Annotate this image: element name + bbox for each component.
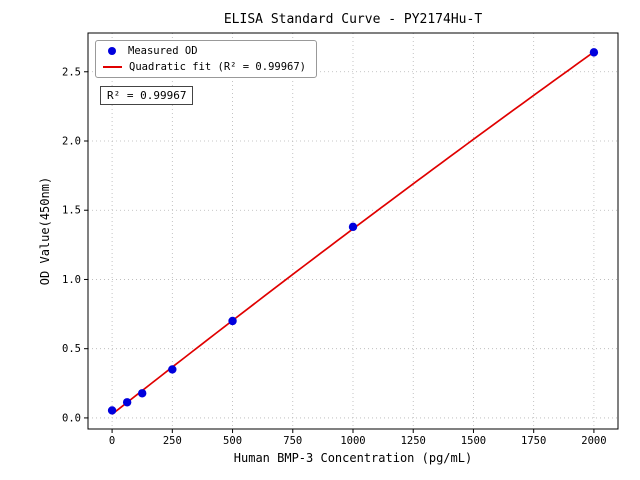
x-tick-label: 1500 (461, 435, 486, 447)
y-tick-label: 2.0 (62, 136, 81, 148)
data-point (589, 48, 599, 57)
x-axis-label: Human BMP-3 Concentration (pg/mL) (233, 451, 473, 465)
legend-entry-quadratic-fit: Quadratic fit (R² = 0.99967) (103, 61, 306, 73)
y-tick-label: 2.5 (62, 66, 81, 78)
r-squared-annotation: R² = 0.99967 (100, 86, 194, 105)
chart-title: ELISA Standard Curve - PY2174Hu-T (223, 12, 483, 27)
data-point (168, 365, 177, 374)
y-tick-label: 0.0 (62, 412, 81, 424)
data-point (348, 222, 358, 232)
legend-entry-measured-od: Measured OD (103, 45, 306, 57)
y-tick-label: 1.5 (62, 205, 81, 217)
x-tick-label: 2000 (581, 435, 606, 447)
y-axis-label: OD Value(450nm) (38, 176, 52, 286)
x-tick-label: 1750 (521, 435, 546, 447)
x-tick-label: 1000 (340, 435, 365, 447)
legend: Measured OD Quadratic fit (R² = 0.99967) (95, 40, 318, 78)
data-point (122, 398, 132, 407)
y-tick-label: 1.0 (62, 274, 81, 286)
data-point (138, 389, 147, 398)
measured-od-marker-icon (108, 47, 116, 55)
x-tick-label: 250 (163, 435, 182, 447)
x-tick-label: 750 (283, 435, 302, 447)
data-point (107, 406, 117, 415)
quadratic-fit-line-icon (103, 66, 122, 68)
legend-label-measured-od: Measured OD (128, 45, 198, 57)
legend-label-quadratic-fit: Quadratic fit (R² = 0.99967) (129, 61, 307, 73)
y-tick-label: 0.5 (62, 343, 81, 355)
data-point (228, 316, 237, 326)
axes-border (87, 32, 619, 430)
x-tick-label: 1250 (401, 435, 426, 447)
x-tick-label: 500 (223, 435, 242, 447)
x-tick-label: 0 (109, 435, 115, 447)
